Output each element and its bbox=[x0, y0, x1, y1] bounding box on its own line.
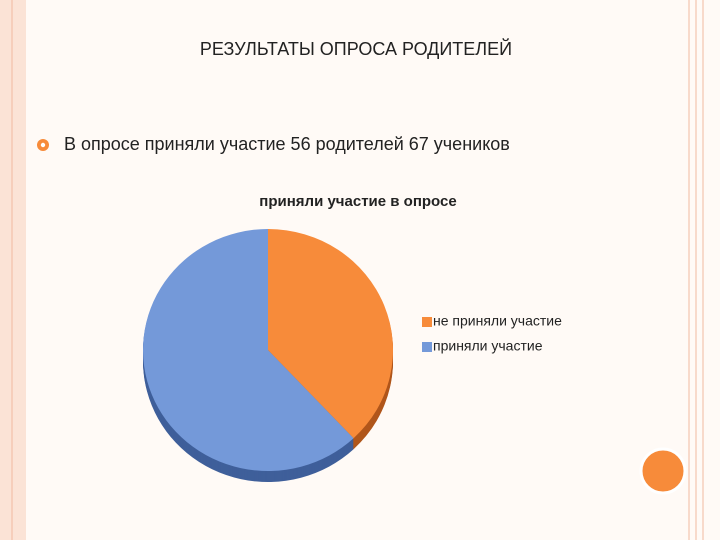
chart-title: приняли участие в опросе bbox=[259, 193, 456, 210]
left-border bbox=[0, 0, 26, 540]
bullet-text: В опросе приняли участие 56 родителей 67… bbox=[64, 134, 510, 154]
legend-swatch bbox=[422, 342, 432, 352]
legend-label: приняли участие bbox=[433, 338, 543, 354]
pie-slice bbox=[143, 228, 354, 471]
slide-title: РЕЗУЛЬТАТЫ ОПРОСА РОДИТЕЛЕЙ bbox=[200, 38, 512, 59]
pie-slice bbox=[268, 229, 394, 439]
bullet-icon-center bbox=[40, 142, 46, 148]
legend-label: не приняли участие bbox=[433, 313, 562, 329]
decor-circle bbox=[639, 447, 687, 495]
legend-swatch bbox=[422, 317, 432, 327]
